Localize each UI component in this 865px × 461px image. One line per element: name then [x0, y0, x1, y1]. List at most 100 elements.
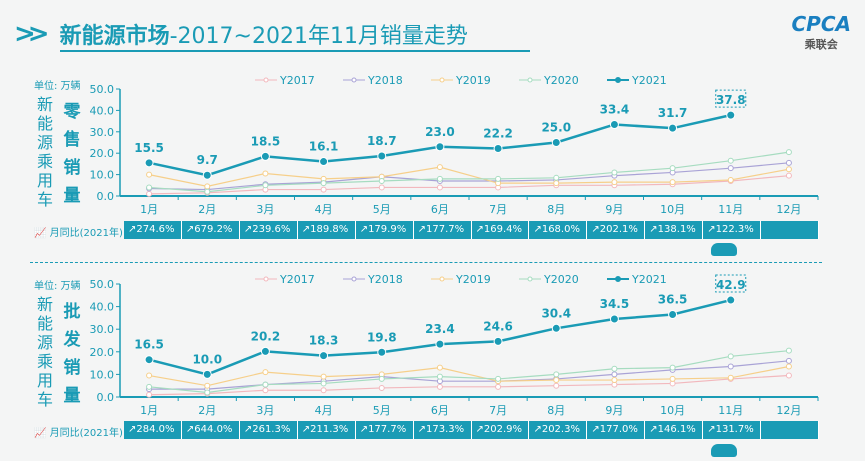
page-title: 新能源市场-2017~2021年11月销量走势	[60, 18, 468, 50]
point-Y2020	[146, 383, 153, 390]
point-Y2017	[495, 383, 502, 390]
point-Y2019	[262, 369, 269, 376]
data-label: 19.8	[367, 330, 397, 344]
point-Y2020	[553, 371, 560, 378]
point-Y2019	[436, 164, 443, 171]
yoy-cell: ↗169.4%	[472, 221, 530, 239]
yoy-cell: ↗644.0%	[182, 421, 240, 439]
legend-marker	[527, 77, 533, 83]
data-label: 20.2	[251, 329, 281, 343]
point-Y2021	[609, 314, 619, 324]
yoy-cell: ↗202.1%	[587, 221, 646, 239]
legend-marker	[263, 276, 269, 282]
point-Y2020	[378, 375, 385, 382]
point-Y2020	[669, 364, 676, 371]
y-tick-label: 40.0	[90, 301, 115, 314]
legend-marker	[615, 276, 621, 282]
data-label: 36.5	[658, 293, 688, 307]
legend-marker	[263, 77, 269, 83]
legend-Y2020: Y2020	[543, 273, 579, 286]
x-tick-label: 9月	[605, 404, 623, 417]
divider-arrow	[30, 262, 822, 263]
data-label: 18.3	[309, 334, 339, 348]
point-Y2020	[204, 188, 211, 195]
yoy-cell: ↗202.3%	[529, 421, 588, 439]
point-Y2019	[146, 372, 153, 379]
logo-sub: 乘联会	[804, 38, 838, 51]
point-Y2021	[493, 336, 503, 346]
title-underline	[60, 50, 530, 52]
yoy-cell: ↗177.7%	[356, 421, 414, 439]
x-tick-label: 10月	[660, 203, 685, 216]
point-Y2017	[785, 172, 792, 179]
y-tick-label: 40.0	[90, 104, 115, 117]
point-Y2021	[202, 369, 212, 379]
point-Y2019	[611, 377, 618, 384]
point-Y2021	[435, 142, 445, 152]
x-tick-label: 1月	[140, 404, 158, 417]
point-Y2021	[319, 157, 329, 167]
x-tick-label: 12月	[776, 404, 801, 417]
yoy-label-wholesale: 📈 月同比(2021年)	[34, 428, 123, 439]
x-tick-label: 9月	[605, 203, 623, 216]
x-tick-label: 8月	[547, 203, 565, 216]
data-label: 9.7	[197, 153, 218, 167]
yoy-cell: ↗189.8%	[298, 221, 356, 239]
y-tick-label: 10.0	[90, 368, 115, 381]
legend-Y2018: Y2018	[367, 74, 403, 87]
point-Y2017	[785, 372, 792, 379]
point-Y2019	[727, 176, 734, 183]
y-tick-label: 20.0	[90, 147, 115, 160]
point-Y2019	[785, 166, 792, 173]
highlight-box	[715, 89, 747, 108]
point-Y2020	[785, 347, 792, 354]
legend-Y2021: Y2021	[631, 273, 667, 286]
point-Y2021	[726, 110, 736, 120]
x-tick-label: 3月	[256, 203, 274, 216]
data-label: 31.7	[658, 106, 688, 120]
legend-Y2019: Y2019	[455, 273, 491, 286]
y-tick-label: 50.0	[90, 83, 115, 96]
point-Y2019	[262, 170, 269, 177]
yoy-cell: ↗177.7%	[414, 221, 472, 239]
series-line-Y2021	[148, 298, 732, 376]
chart-title-wholesale: 批发销量	[63, 302, 81, 406]
yoy-cell: ↗261.3%	[240, 421, 298, 439]
x-tick-label: 6月	[431, 203, 449, 216]
legend-marker	[439, 77, 445, 83]
yoy-row-retail: ↗274.6% ↗679.2% ↗239.6% ↗189.8% ↗179.9% ↗177.…	[124, 221, 820, 239]
point-Y2017	[146, 190, 153, 197]
data-label: 25.0	[541, 121, 571, 135]
point-Y2021	[377, 347, 387, 357]
point-Y2018	[785, 159, 792, 166]
point-Y2021	[493, 143, 503, 153]
point-Y2021	[144, 158, 154, 168]
legend-Y2020: Y2020	[543, 74, 579, 87]
y-tick-label: 30.0	[90, 126, 115, 139]
data-label: 33.4	[600, 103, 630, 117]
series-line-Y2017	[149, 175, 789, 195]
series-line-Y2017	[149, 374, 789, 396]
x-tick-label: 2月	[198, 203, 216, 216]
point-Y2020	[727, 353, 734, 360]
point-Y2017	[320, 387, 327, 394]
series-line-Y2020	[149, 151, 790, 193]
x-tick-label: 8月	[547, 404, 565, 417]
point-Y2020	[262, 182, 269, 189]
data-label: 42.9	[716, 278, 746, 292]
x-tick-label: 5月	[373, 203, 391, 216]
point-Y2019	[553, 180, 560, 187]
point-Y2021	[260, 346, 270, 356]
chart-title-retail: 零售销量	[63, 102, 81, 206]
side-label-retail: 新能源乘用车	[36, 95, 53, 209]
yoy-cell: ↗122.3%	[703, 221, 762, 239]
cpca-logo: CPCA 乘联会	[792, 12, 852, 52]
series-line-Y2020	[149, 350, 789, 394]
point-Y2018	[727, 165, 734, 172]
point-Y2020	[436, 373, 443, 380]
point-Y2020	[785, 149, 792, 156]
data-label: 18.5	[251, 134, 281, 148]
series-line-Y2019	[148, 166, 790, 187]
point-Y2020	[669, 165, 676, 172]
